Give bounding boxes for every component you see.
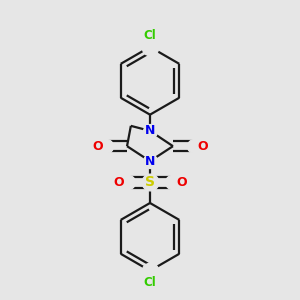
Text: Cl: Cl [144, 28, 156, 42]
Text: N: N [145, 155, 155, 168]
Text: O: O [92, 140, 103, 153]
Text: N: N [145, 124, 155, 137]
Text: O: O [176, 176, 187, 189]
Text: O: O [197, 140, 208, 153]
Text: S: S [145, 176, 155, 189]
Text: O: O [113, 176, 124, 189]
Text: Cl: Cl [144, 276, 156, 289]
